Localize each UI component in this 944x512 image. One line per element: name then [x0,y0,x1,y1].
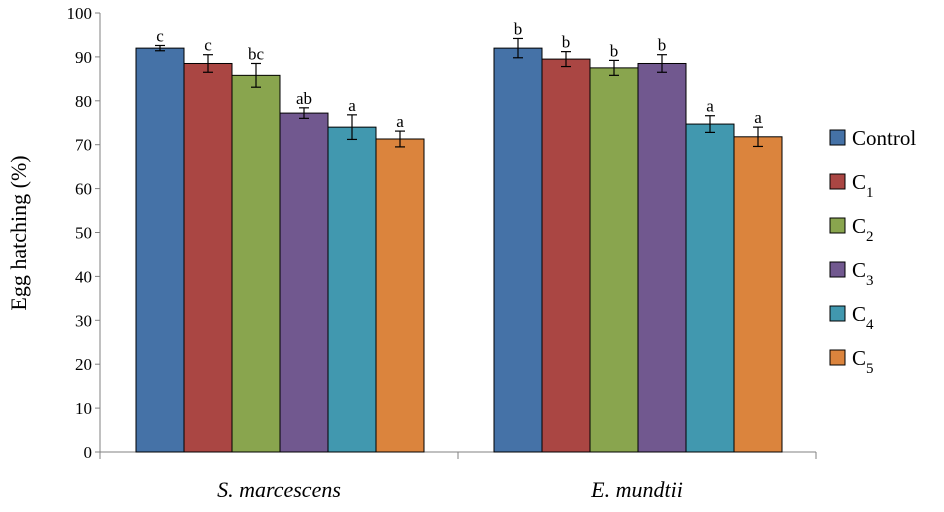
y-tick-label: 90 [75,48,92,67]
bars [135,47,783,453]
x-category-label: S. marcescens [217,477,341,502]
legend-label-text: C [852,302,866,326]
bar [541,58,591,453]
legend-label-text: C [852,170,866,194]
significance-letter: b [514,19,523,38]
x-category-label: E. mundtii [590,477,683,502]
legend-label-text: Control [852,126,916,150]
axes: 0 10 20 30 40 50 60 70 80 90 100 S. marcescens E. mu… [67,4,817,502]
legend-label-subscript: 1 [866,185,874,201]
legend-label: C2 [852,214,874,245]
significance-letter: a [754,108,762,127]
legend-label: C5 [852,346,874,377]
significance-letter: a [396,112,404,131]
y-tick-label: 40 [75,267,92,286]
bar [589,67,639,453]
y-axis-label: Egg hatching (%) [6,155,31,310]
bar [279,112,329,453]
bar [327,126,377,453]
legend-label: C1 [852,170,874,201]
significance-letter: c [156,26,164,45]
legend-label: C4 [852,302,874,333]
bar [135,47,185,453]
y-tick-label: 70 [75,136,92,155]
legend-label-subscript: 4 [866,317,874,333]
bar [183,62,233,453]
y-tick-label: 80 [75,92,92,111]
y-tick-label: 30 [75,311,92,330]
significance-letter: b [562,33,571,52]
legend-label-subscript: 2 [866,229,874,245]
significance-letter: ab [296,89,312,108]
y-tick-label: 100 [67,4,93,23]
legend-swatch [829,173,846,190]
y-tick-label: 0 [84,443,93,462]
legend-swatch [829,129,846,146]
error-bars [155,37,763,148]
legend-label-subscript: 5 [866,361,874,377]
legend-label: Control [852,126,916,150]
legend-label-text: C [852,258,866,282]
bar [637,62,687,453]
legend-swatch [829,305,846,322]
y-tick-label: 20 [75,355,92,374]
significance-letter: b [610,41,619,60]
y-tick-label: 10 [75,399,92,418]
legend-label: C3 [852,258,874,289]
significance-letter: a [706,97,714,116]
legend-label-subscript: 3 [866,273,874,289]
significance-letter: bc [248,44,265,63]
significance-letter: c [204,36,212,55]
y-tick-label: 50 [75,224,92,243]
legend-swatch [829,217,846,234]
legend-swatch [829,349,846,366]
legend-swatch [829,261,846,278]
bar [733,136,783,453]
legend-label-text: C [852,346,866,370]
y-tick-label: 60 [75,180,92,199]
bar [375,138,425,453]
bar [493,47,543,453]
bar [231,74,281,453]
significance-letter: a [348,96,356,115]
legend-label-text: C [852,214,866,238]
significance-letter: b [658,36,667,55]
bar [685,123,735,453]
